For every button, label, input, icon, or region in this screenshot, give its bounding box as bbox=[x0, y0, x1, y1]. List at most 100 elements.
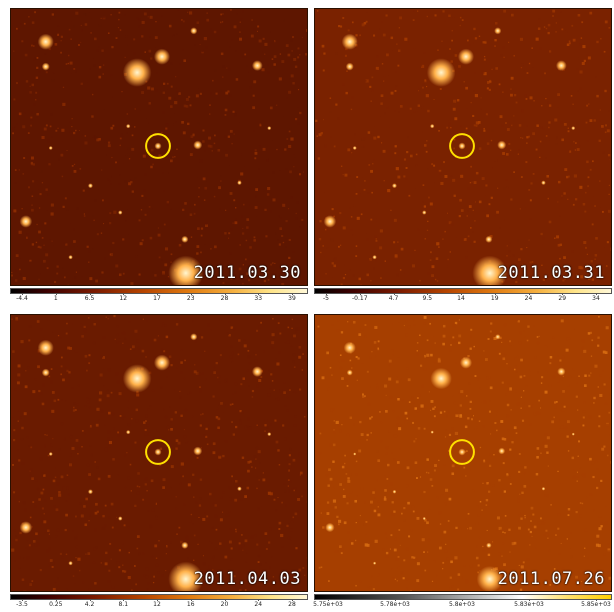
star bbox=[430, 430, 434, 434]
colorbar-tick-mark bbox=[494, 293, 496, 295]
colorbar-tick-mark bbox=[224, 293, 226, 295]
colorbar-tick-mark bbox=[123, 293, 125, 295]
colorbar-tick-label: 34 bbox=[592, 295, 600, 302]
panel-2011-03-31: 2011.03.31 -5 -0.17 4.7 9.5 14 19 24 29 34 bbox=[314, 8, 612, 304]
bright-star bbox=[476, 565, 503, 591]
colorbar-tick-label: 12 bbox=[153, 601, 161, 608]
star bbox=[541, 486, 546, 491]
colorbar-tick-mark bbox=[292, 293, 293, 295]
colorbar-tick-label: 5.78e+03 bbox=[380, 601, 410, 608]
colorbar-tick-label: 6.5 bbox=[84, 295, 95, 302]
colorbar-tick-mark bbox=[596, 293, 597, 295]
colorbar-tick-label: 4.7 bbox=[388, 295, 399, 302]
star bbox=[422, 516, 426, 521]
colorbar-tick-label: 8.1 bbox=[118, 601, 129, 608]
colorbar-tick-mark bbox=[89, 599, 91, 601]
star bbox=[251, 60, 263, 71]
colorbar-gradient bbox=[10, 288, 308, 294]
sky-image bbox=[11, 9, 307, 285]
star bbox=[87, 489, 93, 495]
colorbar-ticks: -3.5 0.25 4.2 8.1 12 16 20 24 28 bbox=[10, 599, 308, 610]
star bbox=[237, 486, 242, 492]
colorbar-tick-label: 16 bbox=[186, 601, 195, 608]
star bbox=[392, 489, 397, 494]
colorbar: 5.75e+03 5.78e+03 5.8e+03 5.83e+03 5.85e+03 bbox=[313, 594, 612, 610]
star bbox=[541, 180, 546, 186]
star bbox=[430, 367, 452, 390]
bright-star bbox=[168, 255, 204, 285]
star bbox=[118, 210, 123, 215]
colorbar-tick-mark bbox=[258, 293, 260, 295]
sky-noise bbox=[11, 315, 307, 591]
colorbar-tick-label: 12 bbox=[119, 295, 128, 302]
colorbar-tick-mark bbox=[55, 599, 57, 601]
star bbox=[459, 356, 473, 369]
colorbar-ticks: -4.4 1 6.5 12 17 23 28 33 39 bbox=[10, 293, 308, 304]
colorbar-tick-label: 5.8e+03 bbox=[449, 601, 475, 608]
colorbar-tick-mark bbox=[89, 293, 91, 295]
star bbox=[37, 33, 54, 50]
panel-2011-07-26: 2011.07.26 5.75e+03 5.78e+03 5.8e+03 5.83e+… bbox=[313, 314, 612, 610]
date-label: 2011.07.26 bbox=[497, 569, 605, 589]
colorbar-tick-mark bbox=[190, 599, 192, 601]
target-circle bbox=[449, 133, 475, 159]
sky-image bbox=[315, 315, 611, 591]
colorbar-tick-label: -5 bbox=[323, 295, 329, 302]
star bbox=[19, 521, 33, 534]
colorbar-tick-label: -4.4 bbox=[16, 295, 28, 302]
panel-2011-04-03: 2011.04.03 -3.5 0.25 4.2 8.1 12 16 20 24 28 bbox=[10, 314, 308, 610]
colorbar-tick-mark bbox=[224, 599, 226, 601]
colorbar-tick-label: 19 bbox=[490, 295, 499, 302]
colorbar-gradient bbox=[10, 594, 308, 600]
target-circle bbox=[145, 133, 171, 159]
star bbox=[372, 255, 377, 260]
star bbox=[122, 364, 152, 393]
star bbox=[48, 146, 53, 150]
colorbar-tick-label: 28 bbox=[288, 601, 296, 608]
colorbar-tick-mark bbox=[596, 599, 597, 601]
star bbox=[426, 58, 456, 87]
colorbar-tick-label: 4.2 bbox=[84, 601, 95, 608]
star bbox=[190, 27, 198, 35]
star bbox=[193, 446, 203, 456]
bright-star bbox=[472, 255, 508, 285]
sky-image bbox=[11, 315, 307, 591]
star bbox=[181, 541, 189, 549]
star bbox=[87, 183, 93, 189]
image-frame: 2011.03.30 bbox=[10, 8, 308, 286]
colorbar-tick-label: 39 bbox=[288, 295, 296, 302]
colorbar-tick-mark bbox=[22, 293, 23, 295]
star bbox=[153, 48, 171, 65]
colorbar-tick-mark bbox=[395, 599, 396, 601]
star bbox=[345, 62, 354, 71]
star bbox=[555, 60, 567, 71]
star bbox=[126, 123, 131, 129]
star bbox=[353, 452, 357, 456]
colorbar-tick-mark bbox=[528, 293, 530, 295]
colorbar-tick-mark bbox=[359, 293, 361, 295]
star bbox=[181, 235, 189, 243]
colorbar-tick-mark bbox=[123, 599, 125, 601]
star bbox=[118, 516, 123, 521]
colorbar-tick-label: 1 bbox=[53, 295, 58, 302]
bright-star bbox=[168, 561, 204, 591]
star bbox=[323, 215, 337, 228]
colorbar-tick-label: 5.75e+03 bbox=[313, 601, 343, 608]
star bbox=[343, 341, 356, 354]
image-frame: 2011.03.31 bbox=[314, 8, 612, 286]
image-frame: 2011.04.03 bbox=[10, 314, 308, 592]
colorbar-tick-mark bbox=[328, 599, 329, 601]
star bbox=[557, 367, 566, 376]
colorbar-tick-label: 17 bbox=[153, 295, 161, 302]
colorbar-tick-mark bbox=[462, 599, 463, 601]
colorbar-tick-mark bbox=[292, 599, 293, 601]
star bbox=[341, 33, 358, 50]
star bbox=[571, 126, 576, 131]
star bbox=[237, 180, 242, 186]
colorbar: -5 -0.17 4.7 9.5 14 19 24 29 34 bbox=[314, 288, 612, 304]
star bbox=[267, 126, 272, 131]
colorbar-tick-mark bbox=[157, 293, 158, 295]
colorbar-tick-mark bbox=[393, 293, 395, 295]
star bbox=[571, 432, 575, 436]
star bbox=[153, 354, 171, 371]
